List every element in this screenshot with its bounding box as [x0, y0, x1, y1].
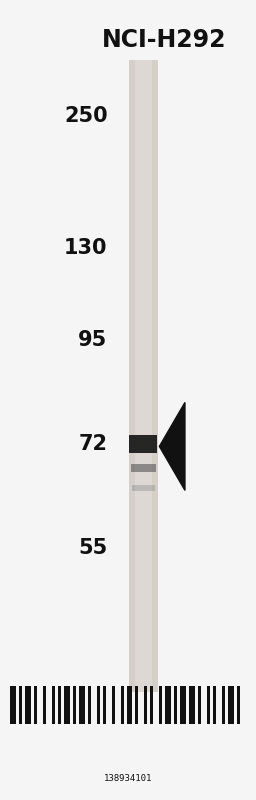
Bar: [58, 686, 61, 724]
Bar: [112, 686, 115, 724]
Bar: [131, 464, 156, 472]
Bar: [52, 686, 55, 724]
Text: 95: 95: [78, 330, 108, 350]
Bar: [129, 60, 158, 692]
Text: 138934101: 138934101: [104, 774, 152, 783]
Bar: [180, 686, 186, 724]
Bar: [174, 686, 177, 724]
Bar: [159, 686, 162, 724]
Text: NCI-H292: NCI-H292: [102, 28, 226, 52]
Bar: [19, 686, 22, 724]
Bar: [25, 686, 31, 724]
Bar: [228, 686, 234, 724]
Bar: [237, 686, 240, 724]
Bar: [132, 485, 155, 491]
Text: 55: 55: [78, 538, 108, 558]
Text: 250: 250: [64, 106, 108, 126]
Bar: [34, 686, 37, 724]
Bar: [97, 686, 100, 724]
Bar: [103, 686, 106, 724]
Bar: [88, 686, 91, 724]
Text: 130: 130: [64, 238, 108, 258]
Polygon shape: [159, 402, 185, 490]
Bar: [222, 686, 225, 724]
Bar: [144, 686, 147, 724]
Bar: [121, 686, 124, 724]
Bar: [135, 60, 152, 692]
Bar: [73, 686, 76, 724]
Bar: [135, 686, 138, 724]
Bar: [165, 686, 171, 724]
Bar: [207, 686, 210, 724]
Bar: [10, 686, 16, 724]
Bar: [129, 435, 157, 453]
Text: 72: 72: [79, 434, 108, 454]
Bar: [213, 686, 216, 724]
Bar: [198, 686, 201, 724]
Bar: [64, 686, 70, 724]
Bar: [43, 686, 46, 724]
Bar: [79, 686, 85, 724]
Bar: [150, 686, 153, 724]
Bar: [189, 686, 195, 724]
Bar: [126, 686, 132, 724]
